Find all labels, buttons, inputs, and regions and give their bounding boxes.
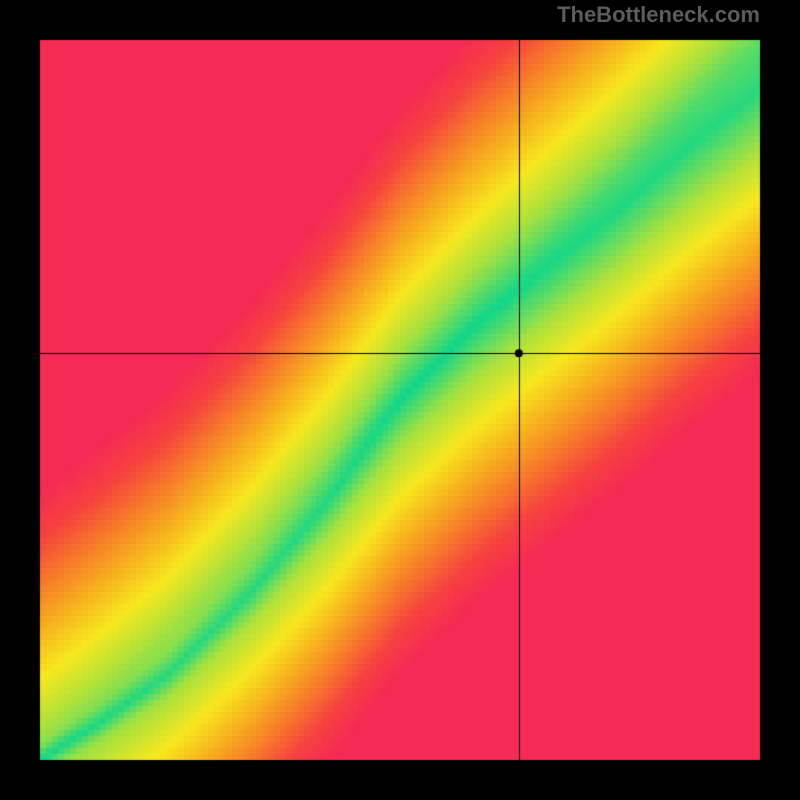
chart-container: TheBottleneck.com [0, 0, 800, 800]
watermark-text: TheBottleneck.com [557, 2, 760, 28]
bottleneck-heatmap [0, 0, 800, 800]
